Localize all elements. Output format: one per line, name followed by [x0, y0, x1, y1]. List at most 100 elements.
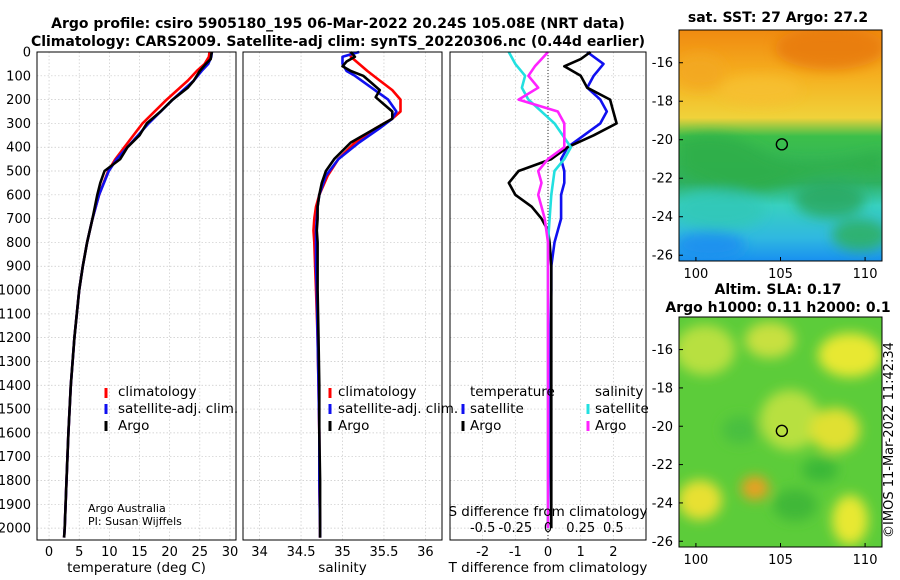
- y-tick-label: 1600: [0, 426, 31, 441]
- plot-frame: [36, 51, 237, 541]
- y-tick-label: 1800: [0, 474, 31, 489]
- x-tick-label: 35: [334, 545, 351, 560]
- y-tick-label: -18: [652, 381, 673, 396]
- top-x-tick-label: -0.5: [470, 521, 495, 536]
- salinity-legend: climatology satellite-adj. clim. Argo: [328, 384, 458, 434]
- difference-legend: temperature salinity satellite Argo sate…: [461, 384, 649, 434]
- x-tick-label: 100: [684, 267, 709, 282]
- legend-label-t-satellite: satellite: [470, 401, 524, 417]
- sla-map-title-line2: Argo h1000: 0.11 h2000: 0.1: [665, 300, 890, 316]
- x-tick-label: 110: [853, 553, 878, 568]
- plot-frame: [242, 51, 443, 541]
- series-line-salinity-argo: [517, 51, 566, 529]
- sla-map-title-line1: Altim. SLA: 0.17: [714, 282, 841, 298]
- y-tick-label: 100: [6, 69, 31, 84]
- y-tick-label: -24: [652, 210, 673, 225]
- y-tick-label: 300: [6, 117, 31, 132]
- top-x-tick-label: 0.25: [566, 521, 595, 536]
- x-tick-label: 20: [161, 545, 178, 560]
- top-x-tick-label: -0.25: [499, 521, 533, 536]
- y-tick-label: -16: [652, 343, 673, 358]
- x-tick-label: 25: [192, 545, 209, 560]
- x-tick-label: 30: [222, 545, 239, 560]
- legend-label-s-argo: Argo: [595, 418, 626, 434]
- x-tick-label: 100: [684, 553, 709, 568]
- x-tick-label: 36: [417, 545, 434, 560]
- x-tick-label: 105: [768, 553, 793, 568]
- y-tick-label: 500: [6, 165, 31, 180]
- y-tick-label: 1500: [0, 403, 31, 418]
- x-tick-label: 15: [131, 545, 148, 560]
- legend-label-argo: Argo: [118, 418, 149, 434]
- legend-label-satellite: satellite-adj. clim.: [338, 401, 458, 417]
- x-tick-label: 35.5: [369, 545, 398, 560]
- x-axis-label: T difference from climatology: [448, 560, 648, 576]
- legend-title-salinity: salinity: [595, 384, 643, 400]
- top-x-axis-label: S difference from climatology: [448, 504, 647, 520]
- legend-label-s-satellite: satellite: [595, 401, 649, 417]
- sla-map-axes: 100 105 110 -16 -18 -20 -22 -24 -26: [652, 343, 878, 568]
- y-tick-label: 1000: [0, 284, 31, 299]
- legend-title-temperature: temperature: [470, 384, 555, 400]
- credit-line1: Argo Australia: [88, 502, 166, 515]
- series-line-argo: [62, 51, 214, 538]
- y-tick-label: 200: [6, 93, 31, 108]
- y-tick-label: 0: [23, 46, 31, 61]
- y-tick-label: -22: [652, 458, 673, 473]
- argo-position-marker: [775, 138, 789, 151]
- legend-label-satellite: satellite-adj. clim.: [118, 401, 238, 417]
- x-tick-label: -1: [509, 545, 522, 560]
- y-tick-label: -20: [652, 420, 673, 435]
- temperature-panel: 0 100 200 300 400 500 600 700 800 900 1000 1100 1200…: [0, 46, 238, 577]
- x-tick-label: 10: [101, 545, 118, 560]
- y-tick-label: 1900: [0, 498, 31, 513]
- y-tick-label: -22: [652, 172, 673, 187]
- x-tick-label: 2: [609, 545, 617, 560]
- legend-label-t-argo: Argo: [470, 418, 501, 434]
- credit-line2: PI: Susan Wijffels: [88, 515, 182, 528]
- x-tick-label: 105: [768, 267, 793, 282]
- x-tick-label: -2: [476, 545, 489, 560]
- top-x-tick-label: 0.5: [603, 521, 624, 536]
- y-tick-label: -24: [652, 496, 673, 511]
- y-tick-label: -20: [652, 133, 673, 148]
- y-tick-label: -26: [652, 535, 673, 550]
- y-tick-label: 1400: [0, 379, 31, 394]
- legend-label-climatology: climatology: [118, 384, 196, 400]
- sst-map-image: [679, 30, 882, 261]
- series-line-temperature-satellite: [546, 50, 609, 529]
- x-axis-label: salinity: [318, 560, 366, 576]
- plot-frame: [449, 51, 647, 541]
- y-tick-label: -18: [652, 95, 673, 110]
- series-line-temperature-argo: [507, 50, 618, 529]
- x-tick-label: 5: [75, 545, 83, 560]
- y-tick-label: 400: [6, 141, 31, 156]
- x-tick-label: 34: [251, 545, 268, 560]
- legend-label-argo: Argo: [338, 418, 369, 434]
- y-tick-label: 700: [6, 212, 31, 227]
- y-tick-label: 800: [6, 236, 31, 251]
- y-tick-label: 900: [6, 260, 31, 275]
- y-tick-label: 1100: [0, 307, 31, 322]
- x-tick-label: 34.5: [287, 545, 316, 560]
- x-tick-label: 1: [577, 545, 585, 560]
- x-tick-label: 0: [544, 545, 552, 560]
- y-tick-label: 1300: [0, 355, 31, 370]
- salinity-panel: 34 34.5 35 35.5 36 salinity: [242, 50, 443, 576]
- temperature-legend: climatology satellite-adj. clim. Argo: [104, 384, 238, 434]
- argo-position-marker: [775, 424, 789, 438]
- sla-map-image: [679, 317, 882, 547]
- figure-title-line1: Argo profile: csiro 5905180_195 06-Mar-2…: [51, 16, 625, 32]
- y-tick-label: 1200: [0, 331, 31, 346]
- difference-panel: -2 -1 0 1 2T difference from climatology -0.5…: [448, 50, 648, 576]
- y-tick-label: 2000: [0, 522, 31, 537]
- series-line-argo: [315, 51, 394, 538]
- y-tick-label: -16: [652, 56, 673, 71]
- y-tick-label: -26: [652, 249, 673, 264]
- y-tick-label: 600: [6, 188, 31, 203]
- figure-title-line2: Climatology: CARS2009. Satellite-adj cli…: [31, 34, 645, 50]
- x-tick-label: 110: [853, 267, 878, 282]
- y-tick-label: 1700: [0, 450, 31, 465]
- timestamp: ©IMOS 11-Mar-2022 11:42:34: [882, 342, 897, 538]
